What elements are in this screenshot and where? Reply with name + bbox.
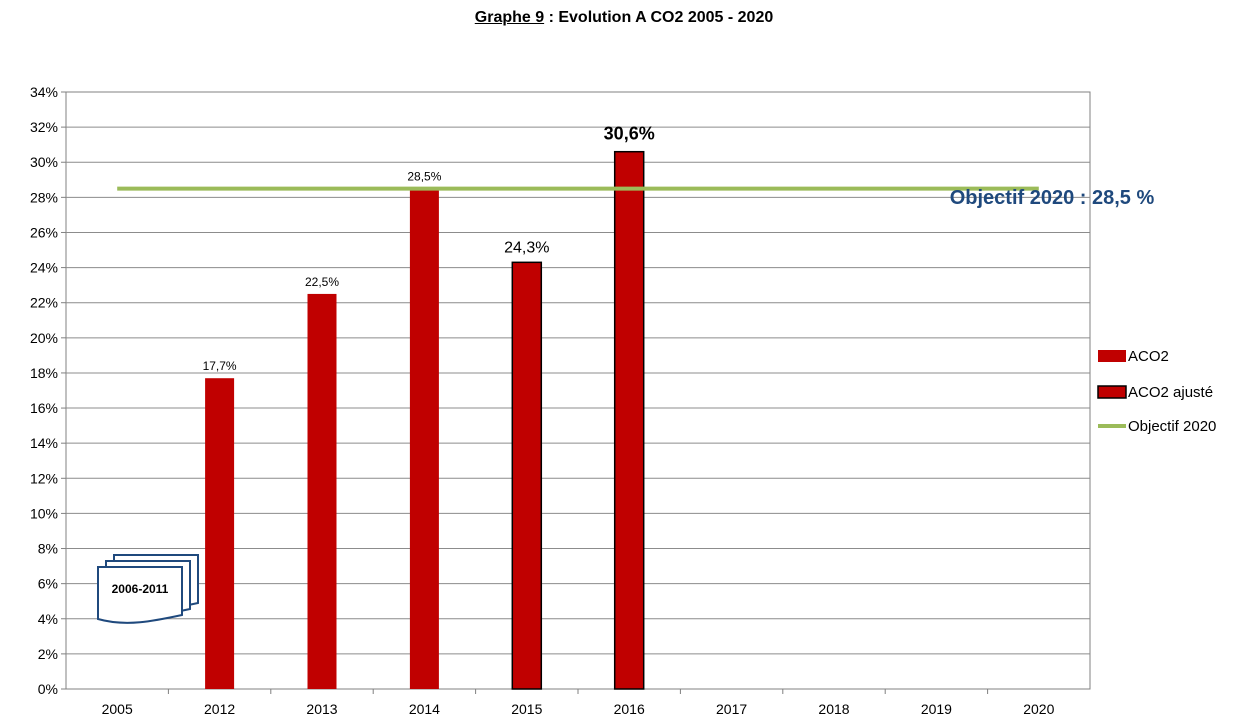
y-tick-label: 12% — [30, 470, 58, 486]
x-tick-label: 2019 — [921, 701, 952, 717]
objectif-annotation: Objectif 2020 : 28,5 % — [950, 187, 1155, 209]
data-label: 30,6% — [604, 124, 655, 144]
legend-label: ACO2 — [1128, 348, 1169, 365]
badge-label: 2006-2011 — [112, 582, 169, 596]
data-label: 28,5% — [407, 170, 441, 184]
legend-swatch-aco2 — [1098, 350, 1126, 362]
y-tick-label: 8% — [38, 541, 58, 557]
bar-aco2-ajuste — [511, 261, 543, 690]
y-tick-label: 26% — [30, 224, 58, 240]
y-tick-label: 2% — [38, 646, 58, 662]
y-tick-label: 30% — [30, 154, 58, 170]
chart-title-main: Graphe 9 — [474, 9, 545, 26]
y-tick-label: 14% — [30, 435, 58, 451]
x-tick-label: 2005 — [102, 701, 133, 717]
chart-title: Graphe 9 : Evolution A CO2 2005 - 2020 — [0, 9, 1248, 27]
y-tick-label: 4% — [38, 611, 58, 627]
y-tick-label: 18% — [30, 365, 58, 381]
legend-label: ACO2 ajusté — [1128, 384, 1213, 401]
x-tick-label: 2017 — [716, 701, 747, 717]
y-tick-label: 10% — [30, 505, 58, 521]
bar-aco2 — [205, 378, 235, 689]
x-tick-label: 2014 — [409, 701, 440, 717]
x-tick-label: 2012 — [204, 701, 235, 717]
bar-aco2 — [307, 293, 337, 689]
bar-aco2 — [409, 188, 439, 689]
x-tick-label: 2013 — [306, 701, 337, 717]
badge-page-front — [97, 566, 183, 624]
data-label: 17,7% — [203, 359, 237, 373]
y-tick-label: 16% — [30, 400, 58, 416]
bar-aco2-ajuste — [613, 150, 645, 690]
x-tick-label: 2018 — [818, 701, 849, 717]
y-tick-label: 20% — [30, 330, 58, 346]
x-tick-label: 2020 — [1023, 701, 1054, 717]
chart-title-rest: : Evolution A CO2 2005 - 2020 — [544, 9, 774, 26]
legend-swatch-aco2-ajuste — [1097, 385, 1127, 399]
x-tick-label: 2015 — [511, 701, 542, 717]
y-tick-label: 0% — [38, 681, 58, 697]
y-tick-label: 32% — [30, 119, 58, 135]
y-tick-label: 24% — [30, 260, 58, 276]
x-tick-label: 2016 — [614, 701, 645, 717]
y-tick-label: 6% — [38, 576, 58, 592]
data-label: 24,3% — [504, 239, 549, 256]
y-tick-label: 22% — [30, 295, 58, 311]
y-tick-label: 34% — [30, 84, 58, 100]
data-label: 22,5% — [305, 275, 339, 289]
y-tick-label: 28% — [30, 189, 58, 205]
legend-label: Objectif 2020 — [1128, 418, 1216, 435]
plot-area — [65, 91, 1091, 690]
